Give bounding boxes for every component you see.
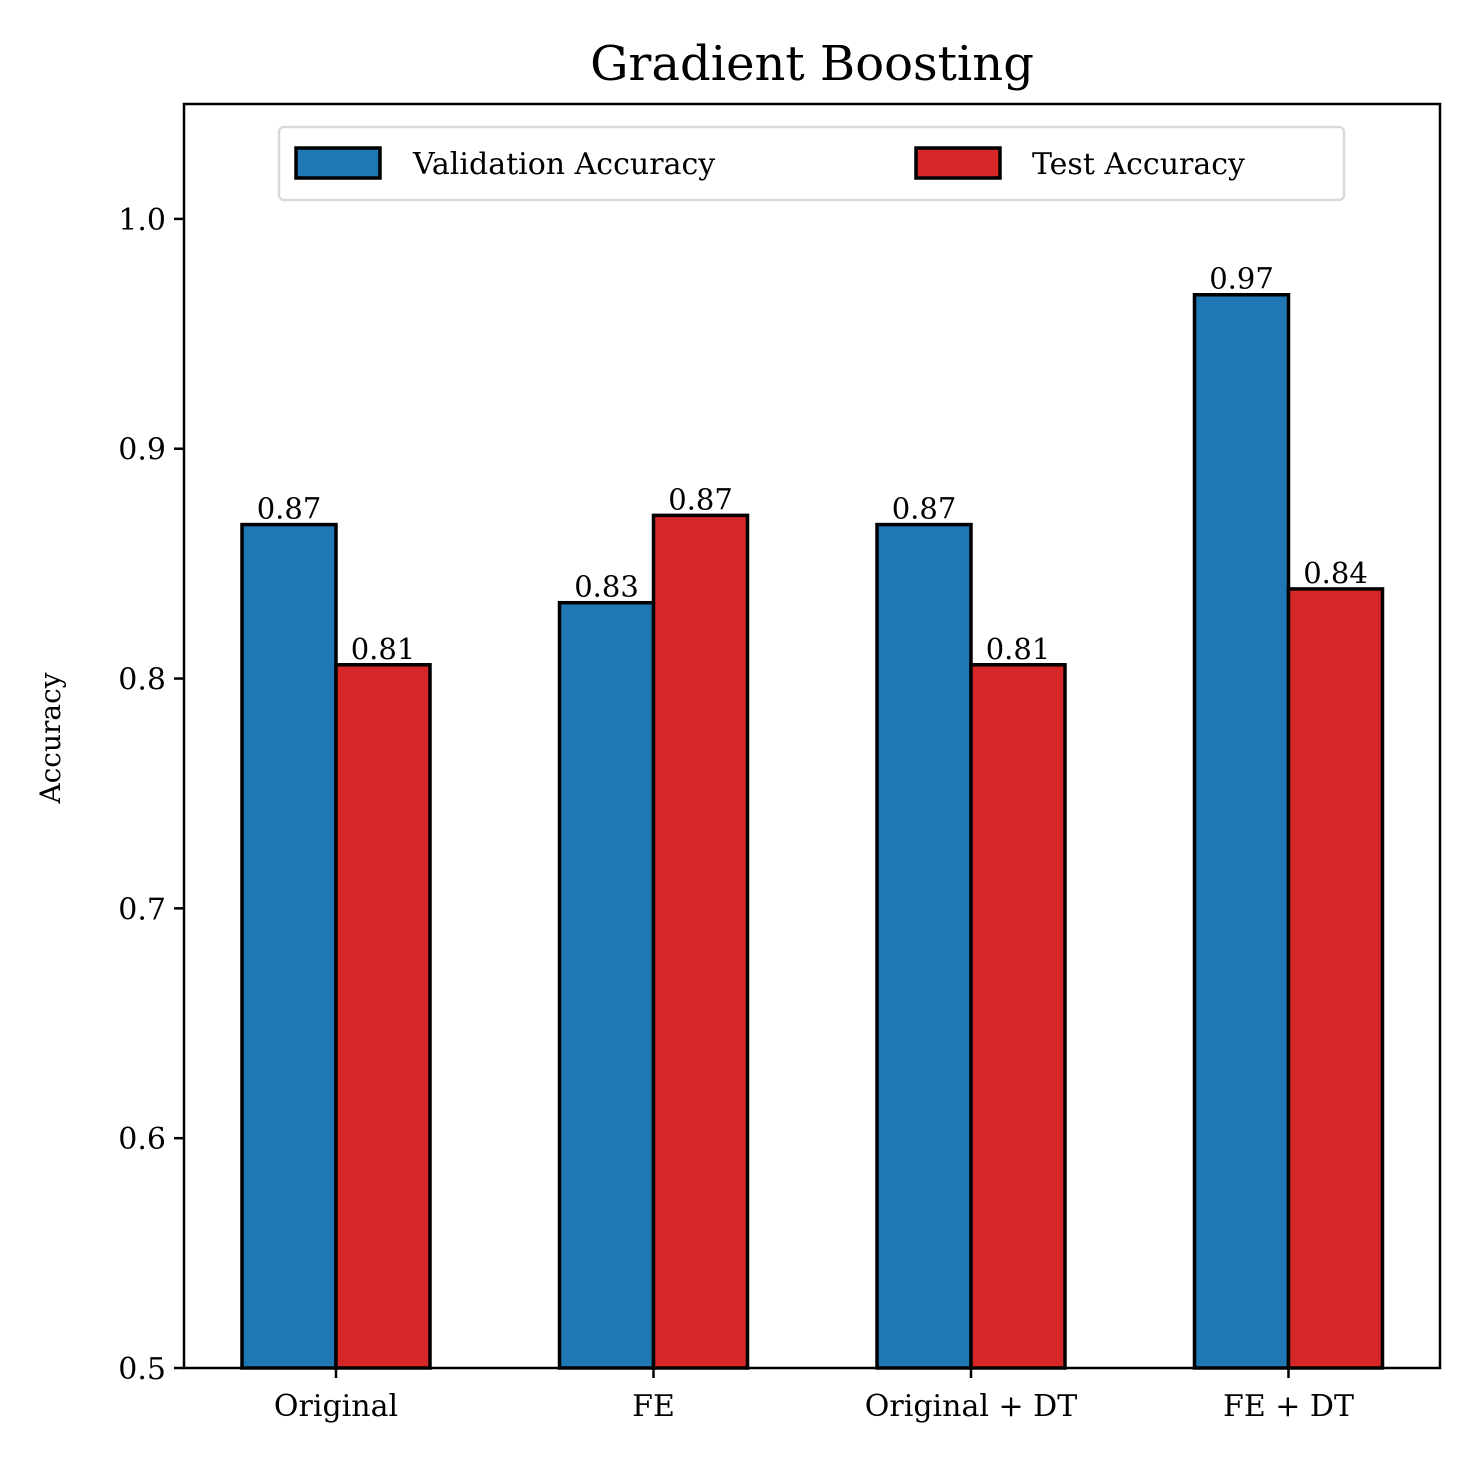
data-label-test-accuracy-2: 0.81 — [986, 632, 1051, 666]
bar-test-accuracy-2 — [969, 663, 1067, 1370]
x-tick-label: FE — [632, 1389, 675, 1424]
bars-layer — [240, 292, 1385, 1370]
y-tick-label: 1.0 — [118, 203, 166, 238]
y-tick-label: 0.7 — [118, 892, 166, 927]
legend-swatch-test-accuracy — [914, 146, 1002, 180]
y-tick-label: 0.8 — [118, 663, 166, 698]
legend-box — [277, 125, 1346, 202]
data-label-test-accuracy-3: 0.84 — [1303, 556, 1368, 590]
legend-swatch-validation-accuracy — [294, 146, 382, 180]
data-labels-layer: 0.87 0.83 0.87 0.97 0.81 0.87 0.81 0.84 — [257, 262, 1368, 666]
bar-test-accuracy-0 — [334, 663, 432, 1370]
bar-validation-accuracy-1 — [557, 600, 656, 1370]
plot-frame — [182, 102, 1442, 1370]
legend: Validation Accuracy Test Accuracy — [277, 125, 1346, 202]
data-label-test-accuracy-1: 0.87 — [668, 482, 733, 516]
bar-test-accuracy-1 — [651, 513, 750, 1370]
legend-label-validation-accuracy: Validation Accuracy — [412, 147, 715, 182]
data-label-validation-accuracy-3: 0.97 — [1209, 262, 1274, 296]
data-label-validation-accuracy-0: 0.87 — [257, 492, 322, 526]
bar-validation-accuracy-3 — [1192, 292, 1291, 1370]
data-label-test-accuracy-0: 0.81 — [351, 632, 416, 666]
y-tick-label: 0.9 — [118, 433, 166, 468]
x-tick-label: Original + DT — [865, 1389, 1077, 1424]
y-tick-label: 0.6 — [118, 1122, 166, 1157]
chart-title: Gradient Boosting — [590, 36, 1034, 92]
legend-label-test-accuracy: Test Accuracy — [1032, 147, 1245, 182]
bar-validation-accuracy-2 — [875, 522, 973, 1370]
x-tick-label: FE + DT — [1223, 1389, 1354, 1424]
y-tick-label: 0.5 — [118, 1352, 166, 1387]
x-tick-label: Original — [274, 1389, 398, 1424]
y-axis-label: Accuracy — [34, 672, 67, 804]
data-label-validation-accuracy-2: 0.87 — [892, 492, 957, 526]
bar-test-accuracy-3 — [1286, 587, 1385, 1370]
data-label-validation-accuracy-1: 0.83 — [574, 570, 639, 604]
bar-validation-accuracy-0 — [240, 522, 338, 1370]
axes-layer: 0.5 0.6 0.7 0.8 0.9 1.0 Original FE Original + D… — [118, 102, 1442, 1424]
